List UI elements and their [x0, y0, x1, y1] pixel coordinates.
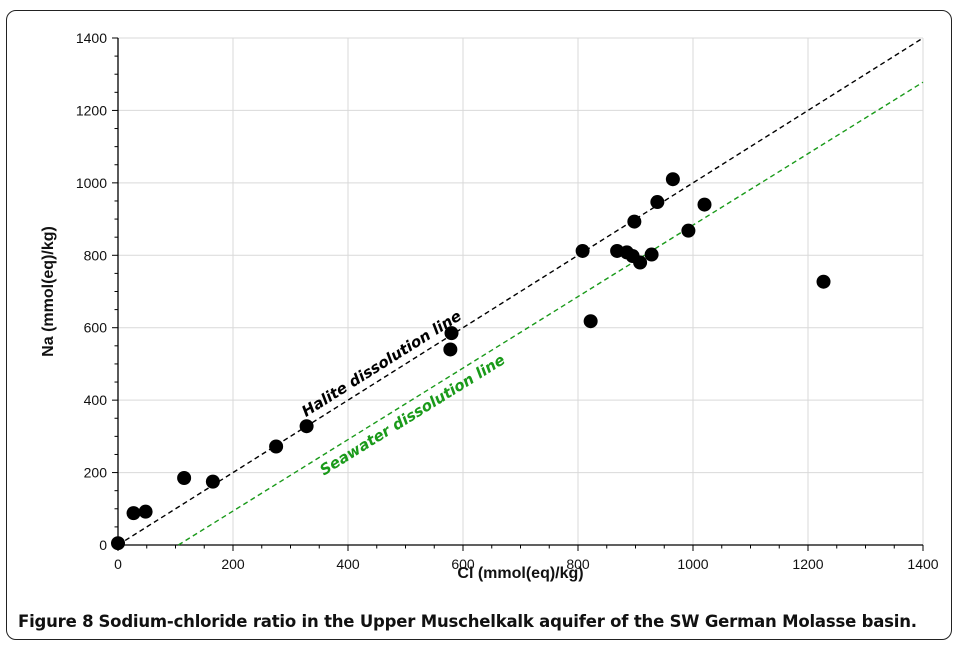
y-axis-label: Na (mmol(eq)/kg) — [40, 226, 57, 357]
y-tick-label: 1400 — [76, 30, 107, 46]
y-tick-label: 0 — [99, 537, 107, 553]
data-point — [575, 243, 590, 258]
figure-caption-label: Figure 8 — [18, 612, 94, 631]
y-tick-label: 1000 — [76, 175, 107, 191]
data-point — [138, 504, 153, 519]
data-point — [177, 471, 192, 486]
data-point — [816, 274, 831, 289]
x-tick-label: 800 — [566, 556, 590, 572]
x-tick-label: 1000 — [677, 556, 708, 572]
data-point — [644, 247, 659, 262]
x-tick-label: 600 — [451, 556, 475, 572]
data-point — [299, 419, 314, 434]
y-tick-label: 600 — [84, 320, 108, 336]
data-point — [443, 342, 458, 357]
data-point — [111, 536, 125, 551]
seawater-dissolution-line — [178, 81, 924, 546]
x-tick-label: 200 — [221, 556, 245, 572]
data-point — [444, 326, 459, 341]
data-point — [633, 255, 648, 270]
y-tick-label: 800 — [84, 247, 108, 263]
data-point — [269, 439, 284, 454]
data-point — [126, 506, 141, 521]
y-tick-label: 400 — [84, 392, 108, 408]
seawater-line-label: Seawater dissolution line — [316, 351, 508, 480]
data-point — [681, 223, 696, 238]
data-point — [583, 314, 598, 329]
data-point — [650, 195, 665, 210]
x-axis-label: Cl (mmol(eq)/kg) — [457, 565, 583, 582]
y-tick-label: 200 — [84, 465, 108, 481]
data-point — [697, 197, 712, 212]
figure-frame — [6, 10, 952, 640]
x-tick-label: 1400 — [907, 556, 938, 572]
y-tick-label: 1200 — [76, 102, 107, 118]
halite-dissolution-line — [117, 37, 924, 546]
figure-caption-text: Sodium-chloride ratio in the Upper Musch… — [98, 612, 918, 631]
data-point — [205, 474, 220, 489]
x-tick-label: 0 — [114, 556, 122, 572]
figure-caption: Figure 8 Sodium-chloride ratio in the Up… — [18, 612, 948, 631]
data-point — [627, 214, 642, 229]
data-point — [665, 172, 680, 187]
x-tick-label: 400 — [336, 556, 360, 572]
x-tick-label: 1200 — [792, 556, 823, 572]
